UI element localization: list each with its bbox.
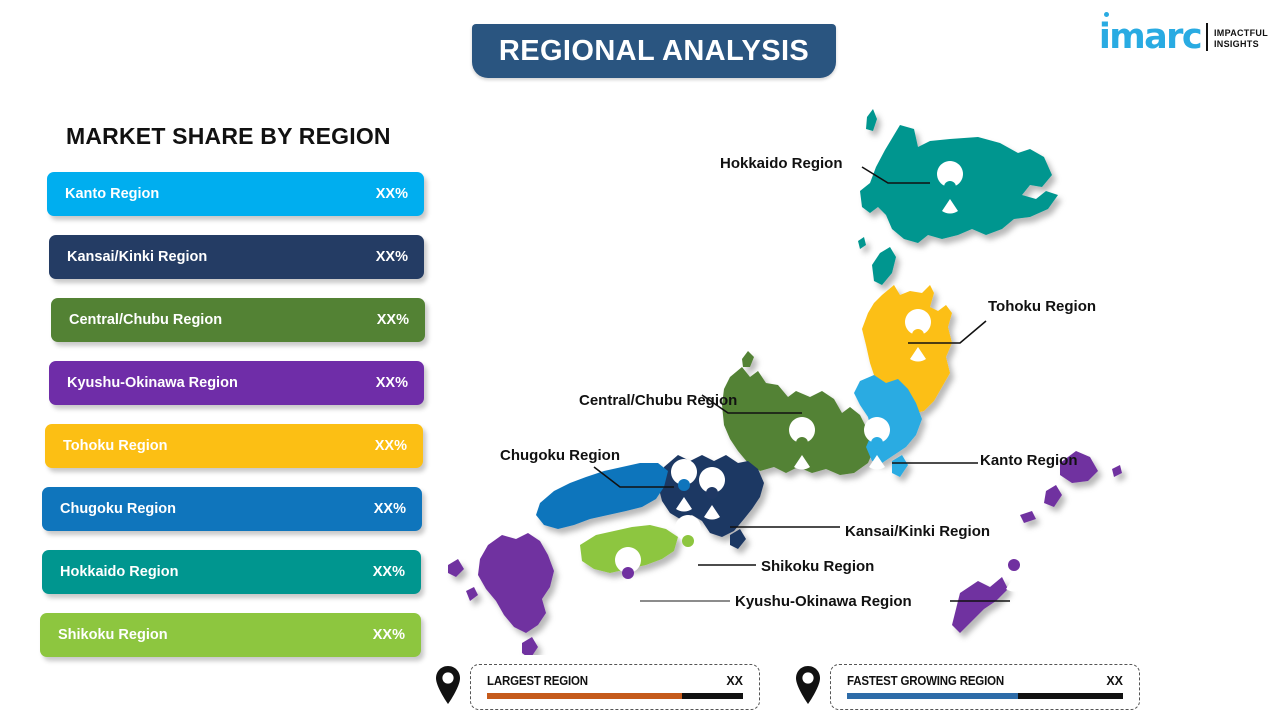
map-pin-icon — [795, 665, 821, 710]
map-label-kanto: Kanto Region — [980, 452, 1078, 469]
imarc-logo: imarc IMPACTFUL INSIGHTS — [1098, 12, 1268, 57]
map-region-okinawa[interactable] — [952, 451, 1122, 633]
legend-label: LARGEST REGION — [487, 674, 588, 688]
share-bar-value: XX% — [376, 312, 409, 328]
japan-map-svg — [448, 109, 1122, 655]
share-row: Kyushu-Okinawa Region XX% — [0, 361, 450, 405]
logo-tagline: IMPACTFUL INSIGHTS — [1214, 28, 1268, 50]
market-share-heading: MARKET SHARE BY REGION — [66, 123, 391, 149]
share-bar-value: XX% — [372, 564, 405, 580]
japan-map: Hokkaido Region Tohoku Region Central/Chub… — [430, 95, 1280, 655]
logo-tagline-line2: INSIGHTS — [1213, 39, 1259, 49]
legend-group-fastest-growing-region: FASTEST GROWING REGION XX — [795, 663, 1140, 711]
share-bar-value: XX% — [372, 627, 405, 643]
share-bar-4[interactable]: Tohoku Region XX% — [45, 424, 423, 468]
legend-label: FASTEST GROWING REGION — [847, 674, 1004, 688]
map-label-tohoku: Tohoku Region — [988, 298, 1097, 315]
share-bar-6[interactable]: Hokkaido Region XX% — [42, 550, 421, 594]
logo-divider — [1205, 23, 1208, 51]
share-bar-label: Central/Chubu Region — [69, 312, 223, 328]
page-title-banner: REGIONAL ANALYSIS — [472, 24, 836, 78]
share-bar-label: Hokkaido Region — [60, 564, 179, 580]
legend-group-largest-region: LARGEST REGION XX — [435, 663, 760, 711]
share-bar-3[interactable]: Kyushu-Okinawa Region XX% — [49, 361, 424, 405]
map-pin-chubu — [789, 417, 816, 470]
share-row: Hokkaido Region XX% — [0, 550, 450, 594]
share-bar-5[interactable]: Chugoku Region XX% — [42, 487, 422, 531]
logo-wordmark: imarc — [1098, 12, 1203, 57]
legend-top-row: FASTEST GROWING REGION XX — [847, 674, 1123, 688]
legend-box[interactable]: FASTEST GROWING REGION XX — [830, 664, 1140, 710]
map-pin-icon — [435, 665, 461, 710]
logo-wordmark-text: imarc — [1098, 17, 1203, 57]
share-row: Chugoku Region XX% — [0, 487, 450, 531]
share-bar-label: Chugoku Region — [60, 501, 176, 517]
leader-chugoku — [593, 466, 674, 488]
share-bar-label: Kansai/Kinki Region — [67, 249, 208, 265]
market-share-list: Kanto Region XX% Kansai/Kinki Region XX% Cen… — [0, 172, 450, 676]
map-label-central-chubu: Central/Chubu Region — [579, 392, 738, 409]
share-bar-value: XX% — [373, 501, 406, 517]
share-bar-value: XX% — [375, 375, 408, 391]
logo-tagline-line1: IMPACTFUL — [1213, 28, 1268, 38]
share-bar-2[interactable]: Central/Chubu Region XX% — [51, 298, 425, 342]
map-leader-lines — [593, 166, 1010, 602]
share-bar-label: Tohoku Region — [63, 438, 168, 454]
page-title: REGIONAL ANALYSIS — [498, 34, 810, 67]
map-pin-kanto — [864, 417, 891, 470]
legend-progress-fill — [847, 693, 1019, 699]
legend-value: XX — [726, 674, 743, 688]
map-region-chugoku[interactable] — [536, 463, 668, 529]
share-bar-0[interactable]: Kanto Region XX% — [47, 172, 424, 216]
map-pin-hokkaido — [937, 161, 964, 214]
map-region-kyushu[interactable] — [448, 533, 554, 655]
legend-value: XX — [1106, 674, 1123, 688]
map-pin-kyushu — [615, 547, 642, 600]
map-label-kansai-kinki: Kansai/Kinki Region — [845, 523, 991, 540]
share-row: Kanto Region XX% — [0, 172, 450, 216]
share-bar-value: XX% — [375, 186, 408, 202]
share-row: Tohoku Region XX% — [0, 424, 450, 468]
logo-dot-icon — [1103, 12, 1109, 17]
leader-chubu — [701, 394, 802, 414]
share-row: Kansai/Kinki Region XX% — [0, 235, 450, 279]
legend-top-row: LARGEST REGION XX — [487, 674, 743, 688]
map-region-hokkaido[interactable] — [858, 109, 1058, 285]
leader-tohoku — [908, 320, 987, 344]
leader-hokkaido — [861, 166, 930, 184]
share-bar-label: Kyushu-Okinawa Region — [67, 375, 238, 391]
legend-progress-track — [487, 693, 743, 699]
share-bar-7[interactable]: Shikoku Region XX% — [40, 613, 421, 657]
share-bar-1[interactable]: Kansai/Kinki Region XX% — [49, 235, 424, 279]
map-label-shikoku: Shikoku Region — [761, 558, 875, 575]
legend-progress-fill — [487, 693, 682, 699]
map-pin-chugoku — [671, 459, 698, 512]
legend-progress-track — [847, 693, 1123, 699]
map-label-kyushu-okinawa: Kyushu-Okinawa Region — [735, 593, 912, 610]
map-pin-okinawa — [1001, 539, 1028, 592]
map-label-chugoku: Chugoku Region — [500, 447, 620, 464]
share-row: Central/Chubu Region XX% — [0, 298, 450, 342]
share-bar-value: XX% — [374, 438, 407, 454]
map-label-hokkaido: Hokkaido Region — [720, 155, 843, 172]
share-bar-label: Shikoku Region — [58, 627, 168, 643]
share-row: Shikoku Region XX% — [0, 613, 450, 657]
map-pin-kansai — [699, 467, 726, 520]
share-bar-value: XX% — [375, 249, 408, 265]
map-pins — [615, 161, 1028, 600]
legend-box[interactable]: LARGEST REGION XX — [470, 664, 760, 710]
map-pin-shikoku — [675, 515, 702, 568]
map-pin-tohoku — [905, 309, 932, 362]
share-bar-label: Kanto Region — [65, 186, 160, 202]
